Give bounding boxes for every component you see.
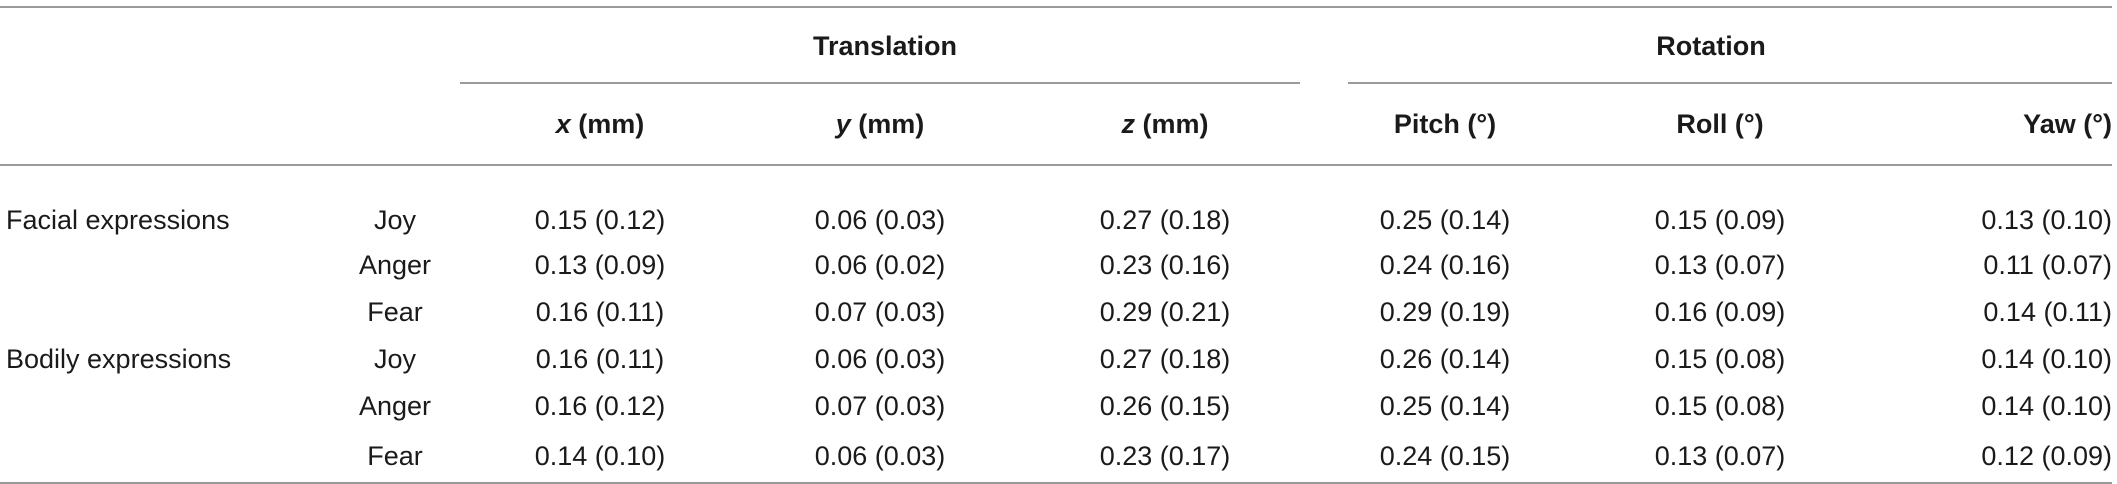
table-row: Anger 0.13 (0.09) 0.06 (0.02) 0.23 (0.16) 0.…	[0, 242, 2112, 289]
table-cell: 0.23 (0.17)	[1020, 430, 1310, 484]
table-cell: 0.14 (0.11)	[1983, 297, 2112, 327]
header-empty	[330, 8, 460, 84]
table-cell: 0.14 (0.10)	[1981, 344, 2112, 374]
table-cell: 0.24 (0.15)	[1310, 430, 1580, 484]
row-emotion-label: Fear	[367, 297, 423, 327]
row-group-label	[0, 430, 330, 484]
row-emotion-label: Anger	[358, 250, 432, 280]
table-body: Facial expressions Joy 0.15 (0.12) 0.06 (0.…	[0, 165, 2112, 484]
group-header-translation: Translation	[460, 8, 1310, 84]
row-emotion-label: Joy	[373, 205, 417, 235]
table-cell: 0.06 (0.02)	[814, 250, 946, 280]
table-cell: 0.15 (0.08)	[1654, 391, 1786, 421]
group-label-rotation: Rotation	[1656, 30, 1766, 61]
motion-table: Translation Rotation x (mm) y (mm) z (mm…	[0, 6, 2112, 484]
table-cell: 0.23 (0.16)	[1099, 250, 1231, 280]
table-row: Bodily expressions Joy 0.16 (0.11) 0.06 (0.…	[0, 336, 2112, 383]
group-label-translation: Translation	[812, 30, 958, 61]
group-rule-rotation	[1348, 82, 2112, 84]
table-cell: 0.26 (0.14)	[1379, 344, 1511, 374]
table-cell: 0.16 (0.12)	[534, 391, 666, 421]
row-emotion-label: Joy	[373, 344, 417, 374]
table-cell: 0.07 (0.03)	[814, 297, 946, 327]
row-group-label	[0, 383, 330, 430]
row-emotion-label: Anger	[358, 391, 432, 421]
table-figure: Translation Rotation x (mm) y (mm) z (mm…	[0, 6, 2112, 484]
table-row: Fear 0.14 (0.10) 0.06 (0.03) 0.23 (0.17) 0.2…	[0, 430, 2112, 484]
column-header-row: x (mm) y (mm) z (mm) Pitch (°) Roll (°) …	[0, 84, 2112, 166]
group-rule-translation	[460, 82, 1300, 84]
column-header-pitch: Pitch (°)	[1310, 84, 1580, 166]
table-cell: 0.06 (0.03)	[740, 430, 1020, 484]
table-row: Facial expressions Joy 0.15 (0.12) 0.06 (0.…	[0, 165, 2112, 242]
header-empty	[0, 84, 330, 166]
table-row: Fear 0.16 (0.11) 0.07 (0.03) 0.29 (0.21) 0.2…	[0, 289, 2112, 336]
table-row: Anger 0.16 (0.12) 0.07 (0.03) 0.26 (0.15) 0.…	[0, 383, 2112, 430]
table-cell: 0.25 (0.14)	[1379, 205, 1511, 235]
group-header-rotation: Rotation	[1310, 8, 2112, 84]
header-empty	[0, 8, 330, 84]
table-cell: 0.16 (0.11)	[535, 297, 665, 327]
table-cell: 0.14 (0.10)	[460, 430, 740, 484]
table-cell: 0.25 (0.14)	[1379, 391, 1511, 421]
table-cell: 0.13 (0.07)	[1654, 250, 1786, 280]
row-group-label	[0, 242, 330, 289]
table-cell: 0.07 (0.03)	[814, 391, 946, 421]
table-cell: 0.16 (0.11)	[535, 344, 665, 374]
column-header-y: y (mm)	[740, 84, 1020, 166]
table-cell: 0.24 (0.16)	[1379, 250, 1511, 280]
table-cell: 0.27 (0.18)	[1099, 205, 1231, 235]
table-cell: 0.11 (0.07)	[1983, 250, 2112, 280]
table-cell: 0.13 (0.09)	[534, 250, 666, 280]
row-group-label: Bodily expressions	[6, 344, 232, 374]
table-cell: 0.15 (0.08)	[1654, 344, 1786, 374]
table-cell: 0.15 (0.09)	[1654, 205, 1786, 235]
table-cell: 0.15 (0.12)	[534, 205, 666, 235]
table-cell: 0.16 (0.09)	[1654, 297, 1786, 327]
table-cell: 0.13 (0.07)	[1580, 430, 1860, 484]
table-cell: 0.27 (0.18)	[1099, 344, 1231, 374]
group-header-row: Translation Rotation	[0, 8, 2112, 84]
row-group-label	[0, 289, 330, 336]
column-header-x: x (mm)	[460, 84, 740, 166]
row-emotion-label: Fear	[330, 430, 460, 484]
table-cell: 0.14 (0.10)	[1981, 391, 2112, 421]
table-cell: 0.13 (0.10)	[1981, 205, 2112, 235]
column-header-yaw: Yaw (°)	[1860, 84, 2112, 166]
table-cell: 0.06 (0.03)	[814, 205, 946, 235]
table-cell: 0.26 (0.15)	[1099, 391, 1231, 421]
column-header-roll: Roll (°)	[1580, 84, 1860, 166]
header-empty	[330, 84, 460, 166]
table-cell: 0.29 (0.21)	[1099, 297, 1231, 327]
row-group-label: Facial expressions	[6, 205, 230, 235]
column-header-z: z (mm)	[1020, 84, 1310, 166]
table-cell: 0.29 (0.19)	[1379, 297, 1511, 327]
table-cell: 0.06 (0.03)	[814, 344, 946, 374]
table-cell: 0.12 (0.09)	[1860, 430, 2112, 484]
